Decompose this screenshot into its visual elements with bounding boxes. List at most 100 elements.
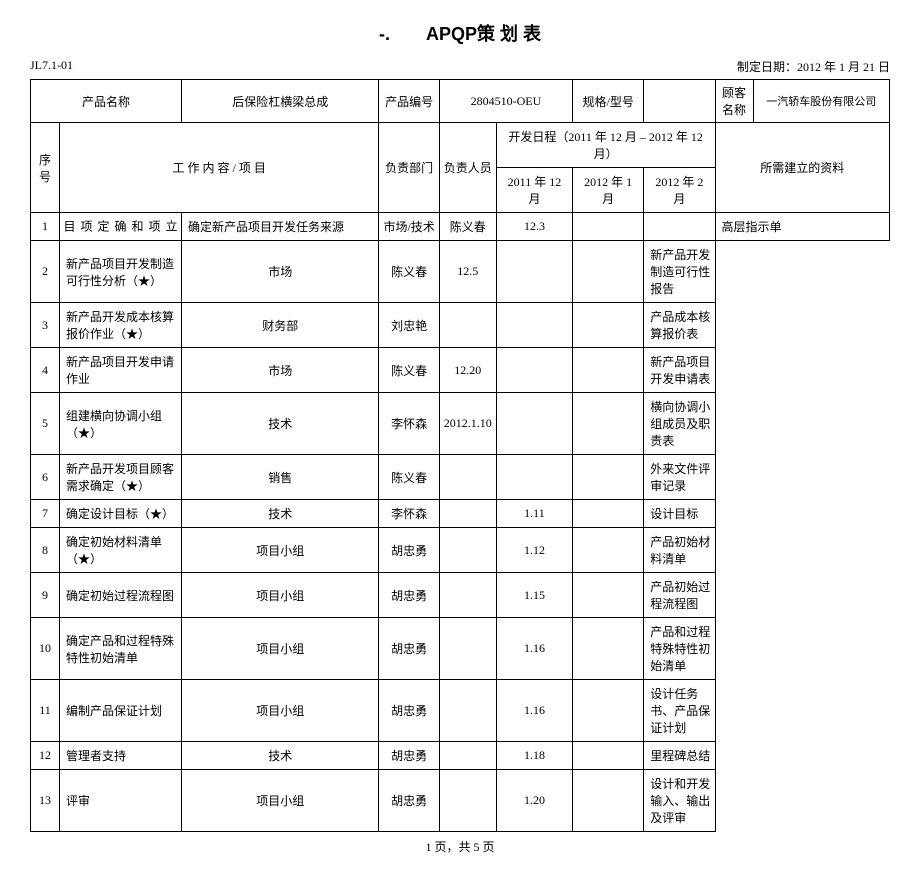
- cell-dept: 财务部: [181, 303, 378, 348]
- cell-seq: 13: [31, 770, 60, 832]
- cell-person: 陈义春: [379, 455, 439, 500]
- table-row: 13评审项目小组胡忠勇 1.20 设计和开发输入、输出及评审: [31, 770, 890, 832]
- cell-seq: 2: [31, 241, 60, 303]
- cell-m3: [573, 680, 644, 742]
- cell-work: 新产品开发成本核算报价作业（★）: [59, 303, 181, 348]
- cell-seq: 5: [31, 393, 60, 455]
- page-footer: 1 页，共 5 页: [30, 838, 890, 855]
- cell-work: 确定初始材料清单（★）: [59, 528, 181, 573]
- cell-work: 新产品开发项目顾客需求确定（★）: [59, 455, 181, 500]
- cell-docs: 设计任务书、产品保证计划: [644, 680, 715, 742]
- cell-person: 陈义春: [379, 241, 439, 303]
- cell-m3: [573, 528, 644, 573]
- cell-dept: 技术: [181, 393, 378, 455]
- table-row: 10确定产品和过程特殊特性初始清单项目小组胡忠勇1.16产品和过程特殊特性初始清…: [31, 618, 890, 680]
- table-row: 6新产品开发项目顾客需求确定（★）销售陈义春 外来文件评审记录: [31, 455, 890, 500]
- title-prefix: -. APQP: [379, 24, 477, 44]
- cell-m2: [573, 213, 644, 241]
- cell-docs: 横向协调小组成员及职责表: [644, 393, 715, 455]
- col-person: 负责人员: [439, 123, 496, 213]
- hdr-product-code-label: 产品编号: [379, 80, 439, 123]
- cell-dept: 技术: [181, 500, 378, 528]
- cell-dept: 项目小组: [181, 573, 378, 618]
- cell-work: 确定初始过程流程图: [59, 573, 181, 618]
- cell-docs: 产品成本核算报价表: [644, 303, 715, 348]
- cell-m1: [439, 680, 496, 742]
- cell-dept: 项目小组: [181, 618, 378, 680]
- table-row: 3新产品开发成本核算报价作业（★）财务部刘忠艳 产品成本核算报价表: [31, 303, 890, 348]
- cell-m3: [573, 455, 644, 500]
- table-row: 9确定初始过程流程图项目小组胡忠勇1.15产品初始过程流程图: [31, 573, 890, 618]
- cell-person: 李怀森: [379, 393, 439, 455]
- cell-person: 胡忠勇: [379, 573, 439, 618]
- apqp-table: 产品名称 后保险杠横梁总成 产品编号 2804510-OEU 规格/型号 顾客名…: [30, 79, 890, 832]
- cell-m3: [573, 742, 644, 770]
- cell-seq: 8: [31, 528, 60, 573]
- cell-m1: [439, 303, 496, 348]
- hdr-customer-label: 顾客名称: [716, 80, 754, 122]
- table-row: 7确定设计目标（★）技术李怀森1.11设计目标: [31, 500, 890, 528]
- cell-m1: 12.20: [439, 348, 496, 393]
- cell-person: 刘忠艳: [379, 303, 439, 348]
- cell-person: 陈义春: [379, 348, 439, 393]
- cell-docs: 设计和开发输入、输出及评审: [644, 770, 715, 832]
- cell-m3: [573, 348, 644, 393]
- cell-m3: [573, 303, 644, 348]
- cell-docs: 外来文件评审记录: [644, 455, 715, 500]
- col-schedule: 开发日程（2011 年 12 月 – 2012 年 12 月）: [496, 123, 715, 168]
- cell-work: 编制产品保证计划: [59, 680, 181, 742]
- cell-m3: [644, 213, 715, 241]
- cell-m2: 1.16: [496, 618, 572, 680]
- cell-seq: 11: [31, 680, 60, 742]
- cell-seq: 12: [31, 742, 60, 770]
- cell-person: 胡忠勇: [379, 680, 439, 742]
- cell-person: 胡忠勇: [379, 618, 439, 680]
- col-m3: 2012 年 2 月: [644, 168, 715, 213]
- hdr-product-code: 2804510-OEU: [439, 80, 572, 123]
- table-row: 12管理者支持技术胡忠勇1.18里程碑总结: [31, 742, 890, 770]
- cell-dept: 项目小组: [181, 770, 378, 832]
- table-row: 2新产品项目开发制造可行性分析（★）市场陈义春12.5新产品开发制造可行性报告: [31, 241, 890, 303]
- hdr-customer-cell: 顾客名称 一汽轿车股份有限公司: [715, 80, 889, 123]
- cell-work: 确定新产品项目开发任务来源: [181, 213, 378, 241]
- cell-m1: [439, 770, 496, 832]
- cell-docs: 产品初始过程流程图: [644, 573, 715, 618]
- cell-m2: 1.18: [496, 742, 572, 770]
- cell-docs: 产品初始材料清单: [644, 528, 715, 573]
- cell-seq: 4: [31, 348, 60, 393]
- cell-work: 评审: [59, 770, 181, 832]
- cell-work: 新产品项目开发制造可行性分析（★）: [59, 241, 181, 303]
- cell-docs: 新产品项目开发申请表: [644, 348, 715, 393]
- col-work: 工 作 内 容 / 项 目: [59, 123, 378, 213]
- cell-docs: 设计目标: [644, 500, 715, 528]
- hdr-product-name-label: 产品名称: [31, 80, 182, 123]
- hdr-customer-name: 一汽轿车股份有限公司: [754, 80, 889, 122]
- cell-docs: 产品和过程特殊特性初始清单: [644, 618, 715, 680]
- cell-m1: 12.3: [496, 213, 572, 241]
- cell-seq: 3: [31, 303, 60, 348]
- issue-date: 制定日期：2012 年 1 月 21 日: [737, 58, 890, 75]
- cell-m1: [439, 742, 496, 770]
- cell-seq: 10: [31, 618, 60, 680]
- cell-work: 新产品项目开发申请作业: [59, 348, 181, 393]
- doc-code: JL7.1-01: [30, 58, 73, 75]
- cell-seq: 6: [31, 455, 60, 500]
- table-row: 1 立项和确定项目 确定新产品项目开发任务来源 市场/技术 陈义春 12.3 高…: [31, 213, 890, 241]
- cell-dept: 销售: [181, 455, 378, 500]
- cell-person: 胡忠勇: [379, 528, 439, 573]
- hdr-spec-label: 规格/型号: [573, 80, 644, 123]
- cell-dept: 项目小组: [181, 528, 378, 573]
- cell-m3: [573, 393, 644, 455]
- cell-m2: 1.20: [496, 770, 572, 832]
- cell-dept: 市场: [181, 348, 378, 393]
- table-row: 8确定初始材料清单（★）项目小组胡忠勇1.12产品初始材料清单: [31, 528, 890, 573]
- cell-dept: 市场: [181, 241, 378, 303]
- cell-person: 胡忠勇: [379, 742, 439, 770]
- cell-m3: [573, 618, 644, 680]
- cell-work: 确定设计目标（★）: [59, 500, 181, 528]
- title-suffix: 策 划 表: [477, 24, 541, 44]
- cell-person: 胡忠勇: [379, 770, 439, 832]
- cell-m1: 2012.1.10: [439, 393, 496, 455]
- cell-person: 李怀森: [379, 500, 439, 528]
- cell-seq: 9: [31, 573, 60, 618]
